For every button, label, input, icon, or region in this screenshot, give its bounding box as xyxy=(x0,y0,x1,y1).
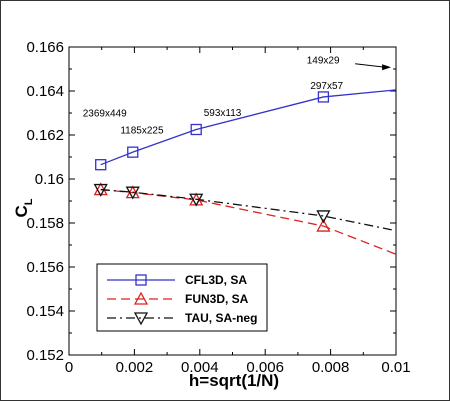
data-point xyxy=(93,183,108,197)
data-point xyxy=(317,91,330,103)
data-point xyxy=(127,146,139,158)
y-axis-label-main: C xyxy=(12,205,31,217)
legend-label: CFL3D, SA xyxy=(185,273,247,287)
legend-item: CFL3D, SA xyxy=(107,273,247,287)
arrow-head xyxy=(382,64,392,71)
y-axis-label-subscript: L xyxy=(23,198,35,205)
y-axis-tick-labels: 0.152 0.154 0.156 0.158 0.16 0.162 0.164 0.166 xyxy=(26,39,64,364)
legend: CFL3D, SA FUN3D, SA TAU, SA-neg xyxy=(96,263,268,332)
y-tick-label: 0.152 xyxy=(26,347,64,364)
y-tick-label: 0.158 xyxy=(26,215,64,232)
svg-text:CL: CL xyxy=(12,198,35,217)
series-line xyxy=(100,188,397,232)
x-tick-label: 0.004 xyxy=(181,359,219,376)
data-point xyxy=(190,123,202,136)
x-tick-label: 0.01 xyxy=(381,359,410,376)
y-tick-label: 0.156 xyxy=(26,259,64,276)
grid-size-annotation: 297x57 xyxy=(310,81,343,92)
series-layer xyxy=(93,89,397,255)
y-tick-label: 0.162 xyxy=(26,127,64,144)
legend-label: FUN3D, SA xyxy=(185,292,249,306)
x-axis-tick-labels: 0 0.002 0.004 0.006 0.008 0.01 xyxy=(65,359,411,376)
y-tick-label: 0.164 xyxy=(26,83,64,100)
arrow-shaft xyxy=(355,63,386,68)
y-tick-label: 0.154 xyxy=(26,303,64,320)
y-tick-label: 0.166 xyxy=(26,39,64,56)
grid-size-annotation: 593x113 xyxy=(204,108,242,119)
legend-item: TAU, SA-neg xyxy=(107,311,257,326)
grid-size-annotation: 149x29 xyxy=(307,55,340,66)
grid-size-annotation: 1185x225 xyxy=(120,126,164,137)
data-point xyxy=(316,218,331,232)
y-axis-ticks xyxy=(69,46,396,356)
series-0 xyxy=(95,89,397,171)
data-point xyxy=(316,210,331,224)
grid-size-annotation: 2369x449 xyxy=(83,108,127,119)
legend-marker xyxy=(133,312,149,326)
legend-marker xyxy=(135,274,147,286)
x-tick-label: 0.008 xyxy=(312,359,350,376)
x-tick-label: 0.002 xyxy=(116,359,154,376)
legend-marker xyxy=(133,291,149,305)
legend-item: FUN3D, SA xyxy=(107,291,249,306)
x-tick-label: 0 xyxy=(65,359,73,376)
data-point xyxy=(95,159,107,171)
x-tick-label: 0.006 xyxy=(246,359,284,376)
y-tick-label: 0.16 xyxy=(35,171,64,188)
annotation-layer: 2369x449 1185x225 593x113 297x57 149x29 xyxy=(83,55,392,137)
data-point xyxy=(189,193,204,207)
x-axis-label: h=sqrt(1/N) xyxy=(189,371,279,390)
y-axis-label: CL xyxy=(12,198,35,217)
series-line xyxy=(100,89,397,166)
series-2 xyxy=(93,183,397,232)
legend-box xyxy=(96,263,268,332)
x-axis-ticks xyxy=(68,47,397,355)
legend-label: TAU, SA-neg xyxy=(185,311,257,325)
data-point xyxy=(125,186,140,200)
